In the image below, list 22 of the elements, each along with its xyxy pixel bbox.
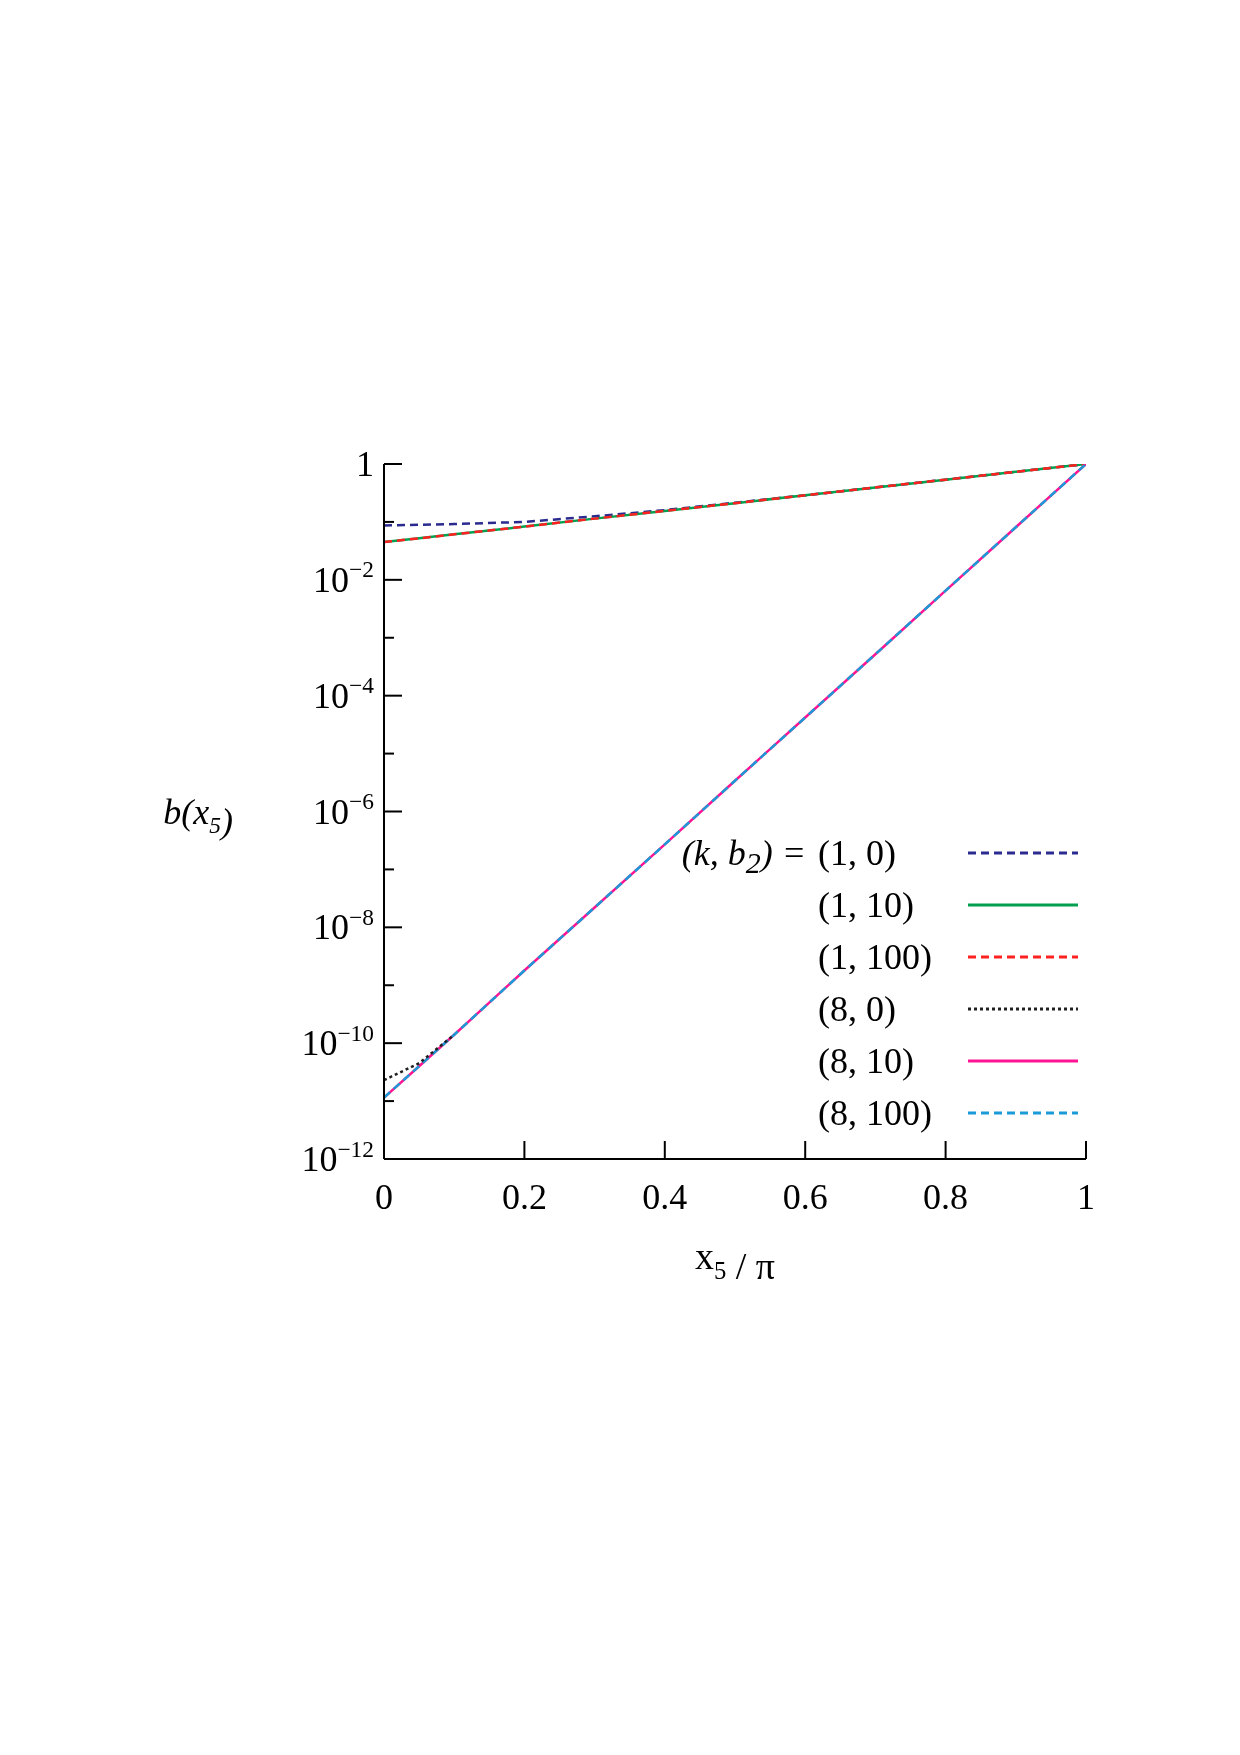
x-tick-label: 0.8 — [923, 1177, 969, 1217]
legend-label: (1, 10) — [818, 885, 914, 925]
y-tick-label: 10$^{−6}$ — [313, 788, 374, 832]
y-tick-label: 10$^{−4}$ — [313, 672, 375, 716]
x-axis-title: x$_{5}$ / π — [694, 1235, 776, 1287]
y-tick-label: 10$^{−2}$ — [313, 556, 374, 600]
x-tick-label: 1 — [1077, 1177, 1095, 1217]
legend-title: (k, b$_{2}$) = — [681, 833, 806, 880]
legend-label: (8, 100) — [818, 1093, 932, 1133]
y-tick-label: 10$^{−12}$ — [301, 1135, 374, 1179]
legend-label: (8, 0) — [818, 989, 896, 1029]
legend-label: (8, 10) — [818, 1041, 914, 1081]
legend-label: (1, 0) — [818, 833, 896, 873]
x-tick-label: 0.2 — [501, 1177, 547, 1217]
y-axis-title: b(x$_{5}$) — [163, 791, 233, 841]
y-tick-label: 1 — [356, 444, 374, 484]
legend-label: (1, 100) — [818, 937, 932, 977]
x-tick-label: 0.4 — [642, 1177, 688, 1217]
y-tick-label: 10$^{−8}$ — [313, 903, 374, 948]
x-tick-label: 0.6 — [782, 1177, 828, 1217]
y-tick-label: 10$^{−10}$ — [301, 1019, 374, 1064]
x-tick-label: 0 — [375, 1177, 393, 1217]
